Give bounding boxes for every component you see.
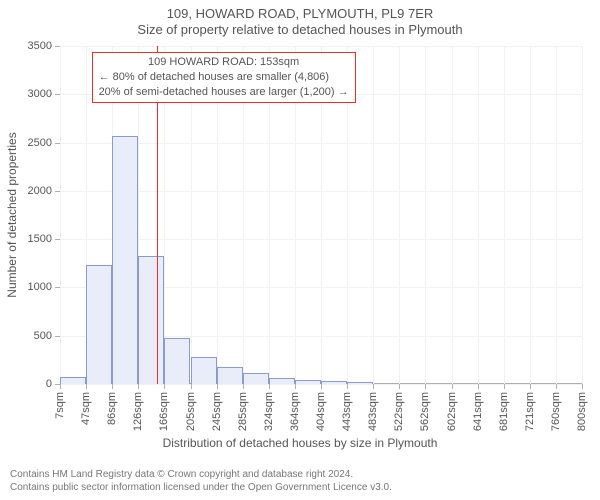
x-tick-mark	[269, 384, 270, 389]
histogram-bar	[191, 357, 217, 384]
histogram-bar	[243, 373, 269, 384]
x-tick-mark	[582, 384, 583, 389]
x-tick-mark	[60, 384, 61, 389]
x-tick-mark	[164, 384, 165, 389]
annotation-line: 109 HOWARD ROAD: 153sqm	[99, 55, 349, 70]
y-tick-label: 3000	[28, 88, 60, 100]
x-tick-mark	[191, 384, 192, 389]
x-tick-label: 522sqm	[393, 392, 405, 431]
grid-vertical	[373, 46, 374, 384]
grid-vertical	[452, 46, 453, 384]
histogram-bar	[112, 136, 138, 384]
histogram-bar	[86, 265, 112, 384]
histogram-bar	[347, 382, 373, 384]
y-tick-label: 2000	[28, 185, 60, 197]
y-tick-label: 1000	[28, 281, 60, 293]
x-tick-label: 245sqm	[211, 392, 223, 431]
figure: 109, HOWARD ROAD, PLYMOUTH, PL9 7ER Size…	[0, 0, 600, 500]
figure-subtitle: Size of property relative to detached ho…	[0, 22, 600, 37]
y-axis-label: Number of detached properties	[5, 132, 19, 297]
grid-vertical	[478, 46, 479, 384]
x-tick-mark	[138, 384, 139, 389]
y-tick-label: 2500	[28, 137, 60, 149]
grid-vertical	[60, 46, 61, 384]
x-tick-mark	[478, 384, 479, 389]
x-tick-mark	[347, 384, 348, 389]
x-tick-label: 7sqm	[54, 392, 66, 419]
annotation-line: 20% of semi-detached houses are larger (…	[99, 85, 349, 100]
x-axis-label: Distribution of detached houses by size …	[0, 436, 600, 450]
x-tick-label: 126sqm	[132, 392, 144, 431]
histogram-bar	[138, 256, 164, 384]
grid-vertical	[582, 46, 583, 384]
grid-horizontal	[60, 143, 582, 144]
grid-horizontal	[60, 46, 582, 47]
x-tick-mark	[530, 384, 531, 389]
x-tick-mark	[399, 384, 400, 389]
annotation-box: 109 HOWARD ROAD: 153sqm← 80% of detached…	[92, 52, 356, 103]
grid-vertical	[504, 46, 505, 384]
x-tick-label: 47sqm	[80, 392, 92, 425]
x-tick-label: 760sqm	[550, 392, 562, 431]
x-tick-label: 205sqm	[185, 392, 197, 431]
y-tick-label: 1500	[28, 233, 60, 245]
histogram-bar	[60, 377, 86, 384]
plot-area: 05001000150020002500300035007sqm47sqm86s…	[60, 46, 582, 384]
x-tick-label: 602sqm	[446, 392, 458, 431]
y-tick-label: 0	[46, 378, 60, 390]
histogram-bar	[217, 367, 243, 384]
x-tick-label: 641sqm	[472, 392, 484, 431]
x-tick-label: 721sqm	[524, 392, 536, 431]
grid-horizontal	[60, 191, 582, 192]
histogram-bar	[269, 378, 295, 384]
x-tick-mark	[321, 384, 322, 389]
y-tick-label: 500	[34, 330, 60, 342]
footer-attribution: Contains HM Land Registry data © Crown c…	[10, 468, 392, 494]
annotation-line: ← 80% of detached houses are smaller (4,…	[99, 70, 349, 85]
x-tick-label: 285sqm	[237, 392, 249, 431]
x-tick-label: 800sqm	[576, 392, 588, 431]
x-tick-mark	[556, 384, 557, 389]
x-tick-mark	[243, 384, 244, 389]
grid-vertical	[399, 46, 400, 384]
x-tick-label: 324sqm	[263, 392, 275, 431]
footer-line-2: Contains public sector information licen…	[10, 481, 392, 494]
x-tick-label: 681sqm	[498, 392, 510, 431]
histogram-bar	[164, 338, 190, 384]
x-tick-mark	[217, 384, 218, 389]
x-tick-label: 86sqm	[106, 392, 118, 425]
x-tick-label: 483sqm	[367, 392, 379, 431]
x-tick-label: 404sqm	[315, 392, 327, 431]
x-tick-mark	[504, 384, 505, 389]
x-tick-label: 562sqm	[419, 392, 431, 431]
grid-vertical	[425, 46, 426, 384]
histogram-bar	[295, 380, 321, 384]
x-tick-mark	[452, 384, 453, 389]
grid-vertical	[556, 46, 557, 384]
grid-vertical	[530, 46, 531, 384]
figure-title: 109, HOWARD ROAD, PLYMOUTH, PL9 7ER	[0, 6, 600, 21]
footer-line-1: Contains HM Land Registry data © Crown c…	[10, 468, 392, 481]
x-tick-mark	[86, 384, 87, 389]
x-tick-mark	[425, 384, 426, 389]
histogram-bar	[321, 381, 347, 384]
x-tick-label: 364sqm	[289, 392, 301, 431]
x-tick-label: 166sqm	[158, 392, 170, 431]
y-tick-label: 3500	[28, 40, 60, 52]
x-tick-mark	[373, 384, 374, 389]
grid-horizontal	[60, 239, 582, 240]
x-tick-label: 443sqm	[341, 392, 353, 431]
x-tick-mark	[295, 384, 296, 389]
x-tick-mark	[112, 384, 113, 389]
